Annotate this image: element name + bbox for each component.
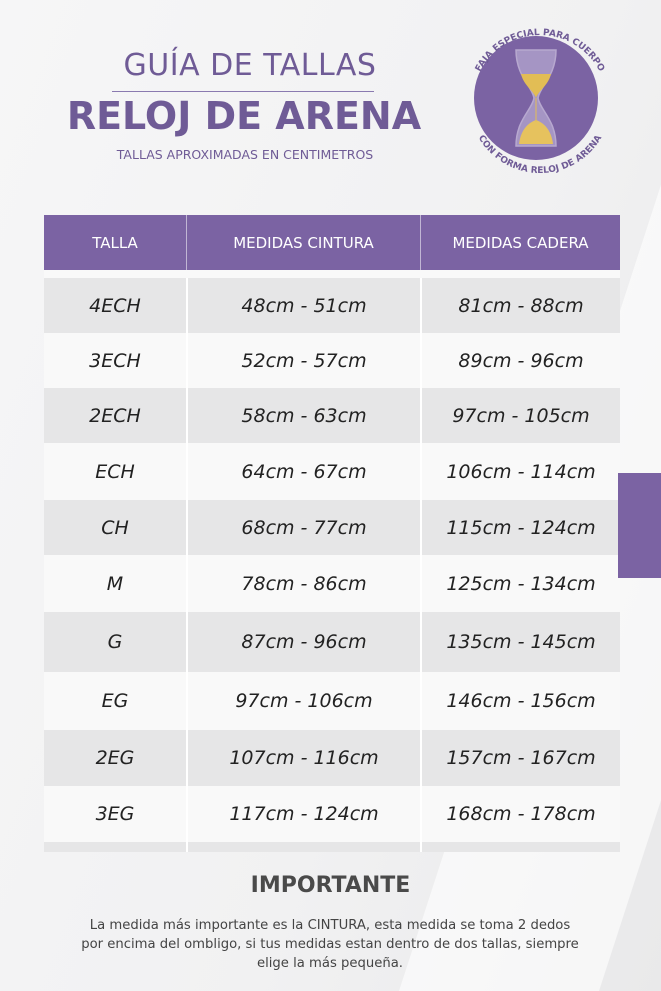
- size-cell: 4ECH: [44, 278, 186, 333]
- table-row: 2ECH 58cm - 63cm 97cm - 105cm: [44, 388, 620, 443]
- waist-cell: 97cm - 106cm: [186, 672, 420, 730]
- hip-cell: 135cm - 145cm: [420, 612, 620, 672]
- table-row: 2EG 107cm - 116cm 157cm - 167cm: [44, 730, 620, 786]
- waist-cell: 87cm - 96cm: [186, 612, 420, 672]
- important-title: IMPORTANTE: [250, 873, 411, 898]
- table-row: G 87cm - 96cm 135cm - 145cm: [44, 612, 620, 672]
- size-cell: G: [44, 612, 186, 672]
- badge: [474, 36, 598, 160]
- size-table: TALLA MEDIDAS CINTURA MEDIDAS CADERA 4EC…: [44, 215, 620, 852]
- hip-cell: 115cm - 124cm: [420, 500, 620, 555]
- title-divider: [112, 91, 374, 92]
- side-tab: [618, 473, 661, 578]
- page-title: RELOJ DE ARENA: [66, 94, 422, 138]
- waist-cell: 48cm - 51cm: [186, 278, 420, 333]
- column-header-cadera: MEDIDAS CADERA: [420, 215, 620, 270]
- table-row: 3ECH 52cm - 57cm 89cm - 96cm: [44, 333, 620, 388]
- waist-cell: 78cm - 86cm: [186, 555, 420, 612]
- hip-cell: 81cm - 88cm: [420, 278, 620, 333]
- hip-cell: 97cm - 105cm: [420, 388, 620, 443]
- size-cell: 3ECH: [44, 333, 186, 388]
- hip-cell: 106cm - 114cm: [420, 443, 620, 500]
- svg-text:CON FORMA RELOJ DE ARENA: CON FORMA RELOJ DE ARENA: [476, 134, 604, 176]
- column-header-cintura: MEDIDAS CINTURA: [186, 215, 420, 270]
- size-cell: 2ECH: [44, 388, 186, 443]
- table-row: 4ECH 48cm - 51cm 81cm - 88cm: [44, 278, 620, 333]
- hip-cell: 146cm - 156cm: [420, 672, 620, 730]
- waist-cell: 58cm - 63cm: [186, 388, 420, 443]
- hip-cell: 89cm - 96cm: [420, 333, 620, 388]
- table-row: EG 97cm - 106cm 146cm - 156cm: [44, 672, 620, 730]
- waist-cell: 117cm - 124cm: [186, 786, 420, 842]
- hip-cell: 157cm - 167cm: [420, 730, 620, 786]
- hip-cell: 168cm - 178cm: [420, 786, 620, 842]
- badge-text-bottom: CON FORMA RELOJ DE ARENA: [476, 134, 604, 176]
- badge-ring-text: FAJA ESPECIAL PARA CUERPO CON FORMA RELO…: [474, 28, 606, 176]
- size-cell: M: [44, 555, 186, 612]
- badge-text-top: FAJA ESPECIAL PARA CUERPO: [474, 28, 606, 74]
- column-header-talla: TALLA: [92, 233, 138, 252]
- table-row: ECH 64cm - 67cm 106cm - 114cm: [44, 443, 620, 500]
- table-row: 3EG 117cm - 124cm 168cm - 178cm: [44, 786, 620, 842]
- size-cell: CH: [44, 500, 186, 555]
- size-cell: ECH: [44, 443, 186, 500]
- hip-cell: 125cm - 134cm: [420, 555, 620, 612]
- waist-cell: 64cm - 67cm: [186, 443, 420, 500]
- important-note: La medida más importante es la CINTURA, …: [81, 918, 579, 971]
- table-row: CH 68cm - 77cm 115cm - 124cm: [44, 500, 620, 555]
- waist-cell: 107cm - 116cm: [186, 730, 420, 786]
- title-top: GUÍA DE TALLAS: [123, 48, 377, 83]
- svg-text:FAJA ESPECIAL PARA CUERPO: FAJA ESPECIAL PARA CUERPO: [474, 28, 606, 74]
- table-row: M 78cm - 86cm 125cm - 134cm: [44, 555, 620, 612]
- waist-cell: 52cm - 57cm: [186, 333, 420, 388]
- waist-cell: 68cm - 77cm: [186, 500, 420, 555]
- hourglass-icon: [515, 49, 557, 147]
- size-cell: 3EG: [44, 786, 186, 842]
- table-header: TALLA MEDIDAS CINTURA MEDIDAS CADERA: [44, 215, 620, 270]
- size-cell: EG: [44, 672, 186, 730]
- size-cell: 2EG: [44, 730, 186, 786]
- subtitle: TALLAS APROXIMADAS EN CENTIMETROS: [116, 147, 374, 162]
